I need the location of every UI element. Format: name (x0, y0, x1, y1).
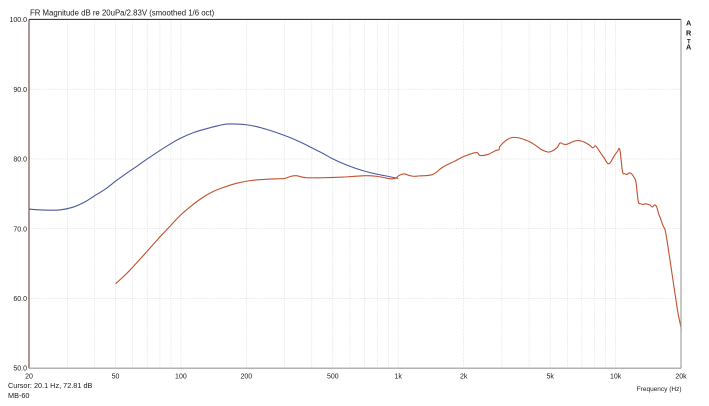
svg-text:60.0: 60.0 (13, 296, 27, 303)
svg-text:100: 100 (175, 374, 187, 381)
svg-text:5k: 5k (546, 374, 554, 381)
svg-text:90.0: 90.0 (13, 87, 27, 94)
svg-text:Cursor: 20.1 Hz, 72.81 dB: Cursor: 20.1 Hz, 72.81 dB (8, 381, 92, 390)
svg-text:50: 50 (112, 374, 120, 381)
svg-text:1k: 1k (394, 374, 402, 381)
svg-text:200: 200 (240, 374, 252, 381)
svg-text:10k: 10k (610, 374, 622, 381)
svg-text:50.0: 50.0 (13, 366, 27, 373)
svg-text:MB-60: MB-60 (8, 391, 30, 400)
svg-text:A: A (686, 19, 692, 28)
svg-text:Frequency (Hz): Frequency (Hz) (637, 386, 682, 393)
svg-text:80.0: 80.0 (13, 157, 27, 164)
svg-text:20: 20 (25, 374, 33, 381)
svg-text:70.0: 70.0 (13, 226, 27, 233)
svg-text:2k: 2k (460, 374, 468, 381)
svg-text:500: 500 (327, 374, 339, 381)
svg-text:100.0: 100.0 (9, 17, 27, 24)
svg-text:20k: 20k (675, 374, 687, 381)
svg-text:FR Magnitude dB re 20uPa/2.83V: FR Magnitude dB re 20uPa/2.83V (smoothed… (30, 9, 215, 18)
svg-text:R: R (686, 29, 692, 38)
svg-text:A: A (686, 43, 692, 52)
